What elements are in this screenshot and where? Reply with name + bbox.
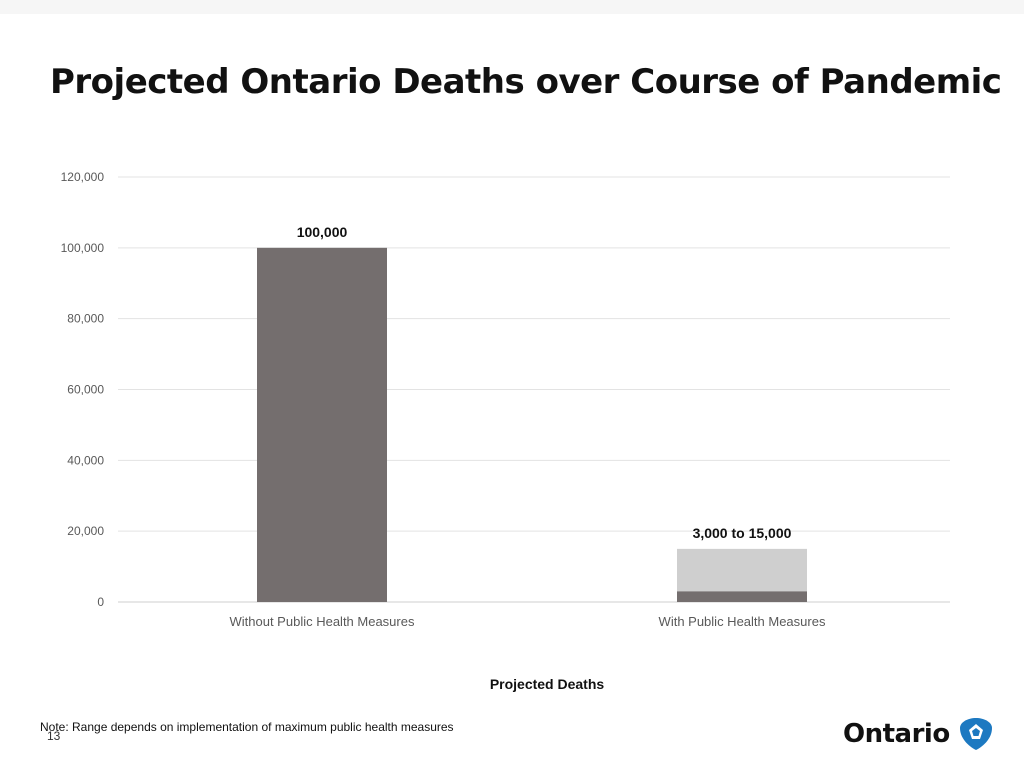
slide bbox=[0, 14, 1024, 768]
range-bar bbox=[677, 548, 807, 592]
ontario-logo: Ontario bbox=[843, 716, 994, 752]
y-tick-label: 80,000 bbox=[67, 312, 104, 326]
x-axis-ticks: Without Public Health Measures With Publi… bbox=[230, 614, 826, 629]
y-tick-label: 60,000 bbox=[67, 383, 104, 397]
data-labels: 100,000 3,000 to 15,000 bbox=[297, 224, 792, 541]
footnote: Note: Range depends on implementation of… bbox=[40, 720, 454, 734]
y-tick-label: 20,000 bbox=[67, 524, 104, 538]
gridlines bbox=[118, 176, 950, 603]
y-tick-label: 120,000 bbox=[61, 170, 105, 184]
trillium-icon bbox=[959, 718, 992, 750]
x-axis-title: Projected Deaths bbox=[489, 676, 605, 692]
page-title: Projected Ontario Deaths over Course of … bbox=[50, 62, 1002, 102]
logo-text: Ontario bbox=[843, 719, 950, 749]
y-tick-label: 0 bbox=[97, 595, 104, 609]
page-number: 13 bbox=[47, 729, 61, 743]
y-tick-label: 40,000 bbox=[67, 453, 104, 467]
x-tick-label: With Public Health Measures bbox=[659, 614, 826, 629]
data-label: 3,000 to 15,000 bbox=[693, 525, 792, 541]
bars bbox=[257, 247, 807, 603]
y-tick-label: 100,000 bbox=[61, 241, 105, 255]
data-label: 100,000 bbox=[297, 224, 348, 240]
x-tick-label: Without Public Health Measures bbox=[230, 614, 415, 629]
y-axis-ticks: 0 20,000 40,000 60,000 80,000 100,000 120,000 bbox=[61, 170, 105, 609]
bar bbox=[677, 591, 807, 602]
bar bbox=[257, 247, 387, 603]
